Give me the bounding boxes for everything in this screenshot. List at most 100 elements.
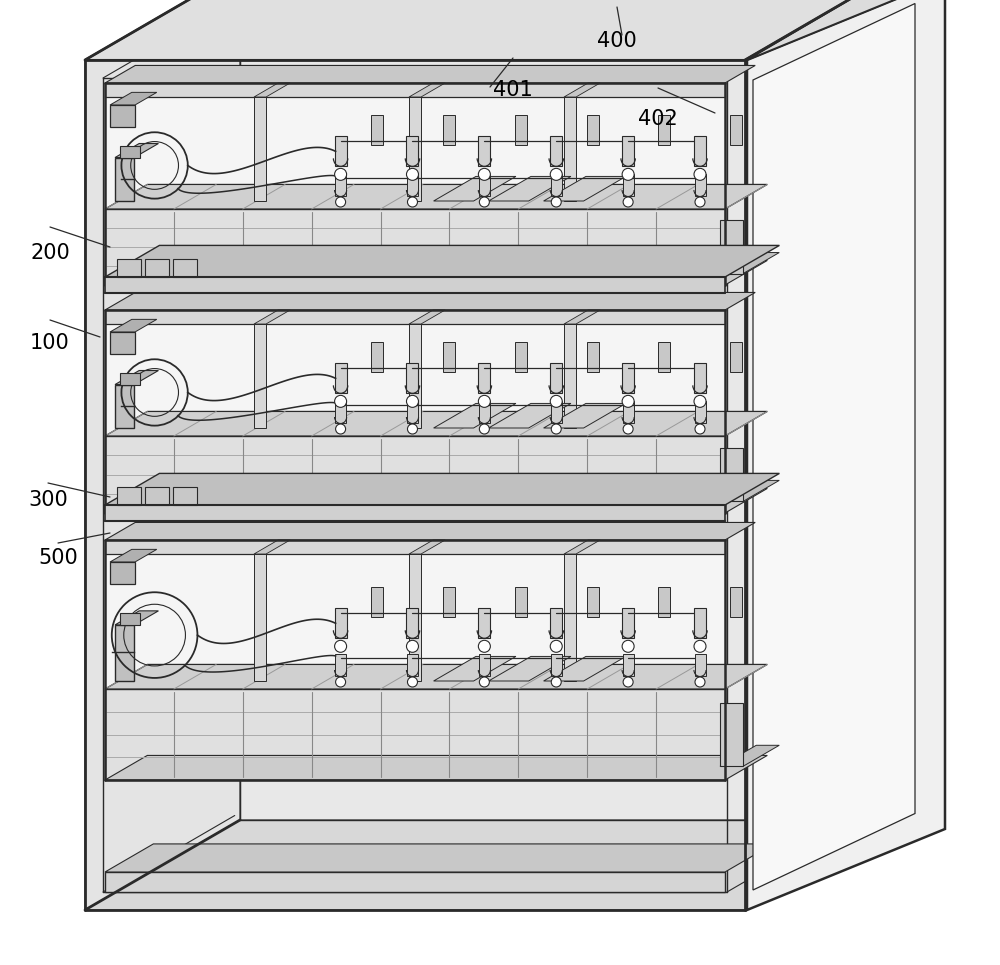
Polygon shape bbox=[564, 83, 600, 97]
Circle shape bbox=[336, 677, 346, 687]
Polygon shape bbox=[115, 144, 158, 157]
Polygon shape bbox=[254, 83, 290, 97]
Polygon shape bbox=[406, 608, 418, 638]
Polygon shape bbox=[115, 384, 134, 428]
Polygon shape bbox=[551, 174, 562, 196]
Polygon shape bbox=[622, 608, 634, 638]
Polygon shape bbox=[409, 310, 445, 324]
Circle shape bbox=[695, 677, 705, 687]
Polygon shape bbox=[407, 654, 418, 676]
Circle shape bbox=[695, 424, 705, 434]
Circle shape bbox=[622, 641, 634, 652]
Polygon shape bbox=[515, 343, 527, 372]
Polygon shape bbox=[550, 364, 562, 394]
Circle shape bbox=[551, 197, 561, 207]
Circle shape bbox=[622, 396, 634, 407]
Circle shape bbox=[406, 168, 418, 180]
Circle shape bbox=[694, 396, 706, 407]
Circle shape bbox=[551, 424, 561, 434]
Polygon shape bbox=[658, 115, 670, 146]
Circle shape bbox=[336, 197, 346, 207]
Circle shape bbox=[478, 396, 490, 407]
Polygon shape bbox=[105, 261, 767, 285]
Polygon shape bbox=[443, 343, 455, 372]
Polygon shape bbox=[694, 174, 706, 196]
Circle shape bbox=[407, 197, 417, 207]
Circle shape bbox=[406, 396, 418, 407]
Polygon shape bbox=[564, 97, 576, 201]
Polygon shape bbox=[335, 136, 347, 166]
Polygon shape bbox=[478, 364, 490, 394]
Polygon shape bbox=[110, 549, 157, 562]
Polygon shape bbox=[145, 259, 169, 277]
Polygon shape bbox=[105, 436, 725, 513]
Circle shape bbox=[479, 677, 489, 687]
Polygon shape bbox=[550, 136, 562, 166]
Circle shape bbox=[623, 677, 633, 687]
Polygon shape bbox=[478, 136, 490, 166]
Polygon shape bbox=[409, 324, 421, 428]
Polygon shape bbox=[240, 0, 900, 820]
Polygon shape bbox=[371, 588, 383, 618]
Polygon shape bbox=[105, 83, 725, 97]
Polygon shape bbox=[105, 245, 779, 277]
Polygon shape bbox=[105, 522, 755, 540]
Polygon shape bbox=[173, 259, 197, 277]
Polygon shape bbox=[115, 157, 134, 201]
Circle shape bbox=[622, 168, 634, 180]
Circle shape bbox=[478, 641, 490, 652]
Polygon shape bbox=[110, 93, 157, 105]
Text: 100: 100 bbox=[30, 333, 70, 352]
Polygon shape bbox=[115, 625, 134, 681]
Polygon shape bbox=[105, 756, 767, 780]
Polygon shape bbox=[623, 654, 634, 676]
Polygon shape bbox=[409, 83, 445, 97]
Polygon shape bbox=[730, 588, 742, 618]
Polygon shape bbox=[720, 220, 743, 274]
Polygon shape bbox=[623, 174, 634, 196]
Polygon shape bbox=[110, 332, 135, 354]
Polygon shape bbox=[622, 364, 634, 394]
Circle shape bbox=[335, 396, 347, 407]
Polygon shape bbox=[105, 184, 767, 209]
Polygon shape bbox=[105, 310, 725, 324]
Polygon shape bbox=[371, 115, 383, 146]
Polygon shape bbox=[720, 253, 779, 274]
Polygon shape bbox=[85, 0, 900, 60]
Polygon shape bbox=[406, 364, 418, 394]
Circle shape bbox=[335, 168, 347, 180]
Text: 500: 500 bbox=[38, 548, 78, 567]
Polygon shape bbox=[564, 540, 600, 554]
Polygon shape bbox=[145, 487, 169, 505]
Polygon shape bbox=[409, 554, 421, 681]
Polygon shape bbox=[478, 608, 490, 638]
Polygon shape bbox=[105, 689, 725, 780]
Circle shape bbox=[694, 641, 706, 652]
Polygon shape bbox=[622, 136, 634, 166]
Polygon shape bbox=[730, 115, 742, 146]
Polygon shape bbox=[658, 343, 670, 372]
Polygon shape bbox=[335, 364, 347, 394]
Text: 200: 200 bbox=[30, 243, 70, 262]
Text: 401: 401 bbox=[493, 80, 533, 99]
Polygon shape bbox=[694, 654, 706, 676]
Polygon shape bbox=[254, 554, 266, 681]
Polygon shape bbox=[479, 654, 490, 676]
Polygon shape bbox=[747, 0, 945, 910]
Polygon shape bbox=[720, 448, 743, 502]
Circle shape bbox=[406, 641, 418, 652]
Text: 400: 400 bbox=[597, 31, 637, 50]
Circle shape bbox=[479, 424, 489, 434]
Polygon shape bbox=[105, 277, 725, 293]
Circle shape bbox=[623, 197, 633, 207]
Polygon shape bbox=[564, 554, 576, 681]
Polygon shape bbox=[434, 177, 516, 201]
Polygon shape bbox=[720, 703, 743, 766]
Polygon shape bbox=[694, 401, 706, 423]
Polygon shape bbox=[587, 343, 599, 372]
Polygon shape bbox=[515, 115, 527, 146]
Polygon shape bbox=[544, 177, 626, 201]
Circle shape bbox=[478, 168, 490, 180]
Polygon shape bbox=[406, 136, 418, 166]
Polygon shape bbox=[115, 611, 158, 625]
